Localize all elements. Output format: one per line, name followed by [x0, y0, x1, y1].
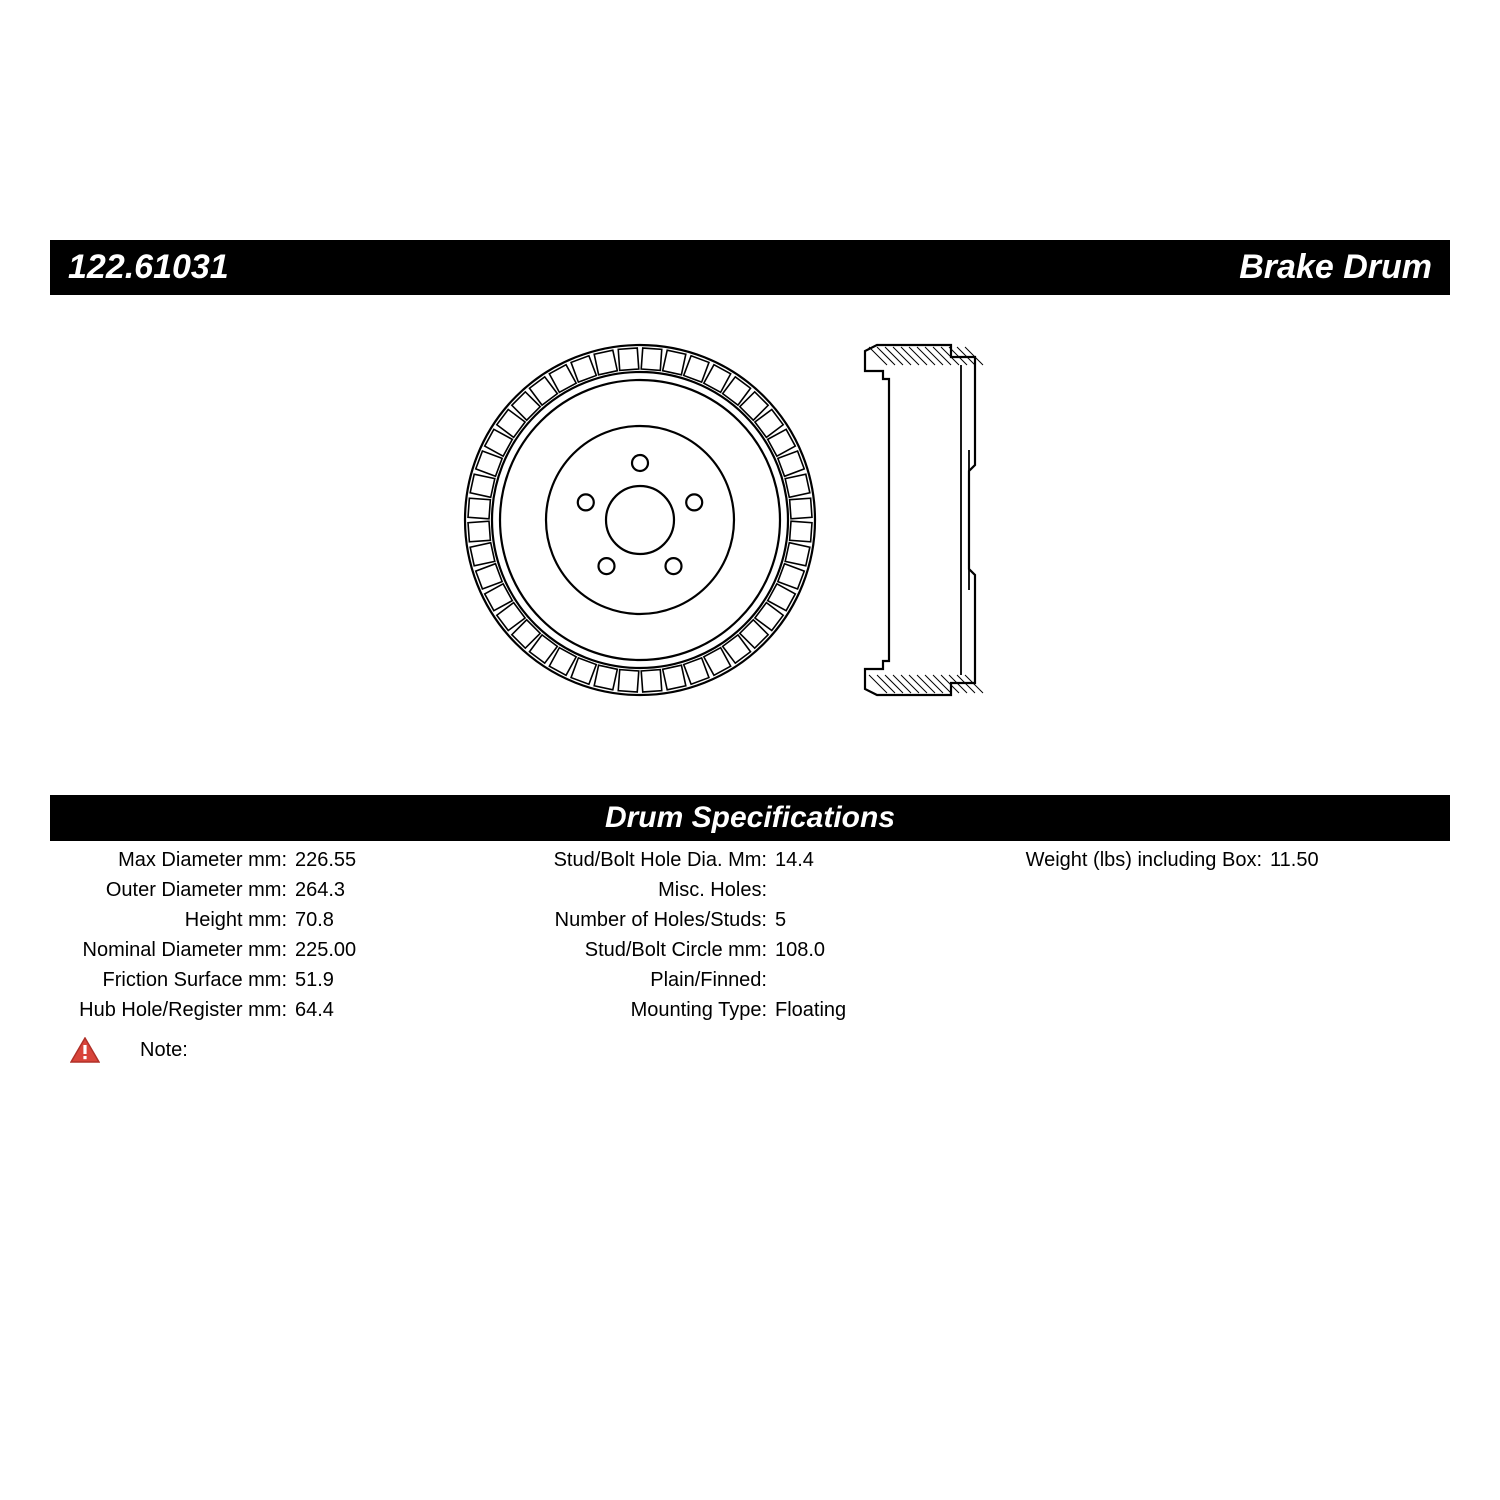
spec-label: Friction Surface mm: [50, 969, 295, 992]
spec-label: Stud/Bolt Hole Dia. Mm: [470, 849, 775, 872]
spec-label: Hub Hole/Register mm: [50, 999, 295, 1022]
spec-value: 14.4 [775, 849, 814, 872]
spec-label: Plain/Finned: [470, 969, 775, 992]
spec-value: 51.9 [295, 969, 334, 992]
spec-row: Outer Diameter mm:264.3 [50, 879, 470, 909]
part-number: 122.61031 [68, 248, 229, 287]
spec-row: Hub Hole/Register mm:64.4 [50, 999, 470, 1029]
spec-label: Height mm: [50, 909, 295, 932]
brake-drum-diagram [430, 320, 1070, 720]
spec-row: Number of Holes/Studs:5 [470, 909, 970, 939]
spec-value: 64.4 [295, 999, 334, 1022]
specs-title-bar: Drum Specifications [50, 795, 1450, 841]
spec-label: Misc. Holes: [470, 879, 775, 902]
spec-row: Weight (lbs) including Box:11.50 [970, 849, 1450, 879]
spec-label: Weight (lbs) including Box: [970, 849, 1270, 872]
specs-column-1: Max Diameter mm:226.55Outer Diameter mm:… [50, 849, 470, 1029]
spec-row: Stud/Bolt Circle mm:108.0 [470, 939, 970, 969]
spec-label: Outer Diameter mm: [50, 879, 295, 902]
spec-label: Nominal Diameter mm: [50, 939, 295, 962]
spec-row: Friction Surface mm:51.9 [50, 969, 470, 999]
spec-row: Misc. Holes: [470, 879, 970, 909]
spec-row: Mounting Type:Floating [470, 999, 970, 1029]
spec-value: 5 [775, 909, 786, 932]
spec-row: Height mm:70.8 [50, 909, 470, 939]
specs-grid: Max Diameter mm:226.55Outer Diameter mm:… [50, 841, 1450, 1029]
spec-value: 11.50 [1270, 849, 1319, 872]
spec-label: Stud/Bolt Circle mm: [470, 939, 775, 962]
spec-value: 108.0 [775, 939, 825, 962]
spec-row: Nominal Diameter mm:225.00 [50, 939, 470, 969]
spec-label: Number of Holes/Studs: [470, 909, 775, 932]
product-name: Brake Drum [1239, 248, 1432, 287]
header-bar: 122.61031 Brake Drum [50, 240, 1450, 295]
diagram-area [50, 305, 1450, 735]
spec-value: Floating [775, 999, 846, 1022]
note-row: Note: [50, 1033, 1450, 1067]
spec-row: Stud/Bolt Hole Dia. Mm:14.4 [470, 849, 970, 879]
warning-icon [70, 1037, 100, 1063]
specs-column-2: Stud/Bolt Hole Dia. Mm:14.4Misc. Holes: N… [470, 849, 970, 1029]
specs-column-3: Weight (lbs) including Box:11.50 [970, 849, 1450, 1029]
note-label: Note: [140, 1039, 188, 1062]
spec-row: Max Diameter mm:226.55 [50, 849, 470, 879]
spec-sheet: 122.61031 Brake Drum Drum Specifications… [50, 50, 1450, 1067]
spec-value: 226.55 [295, 849, 356, 872]
spec-value: 264.3 [295, 879, 345, 902]
spec-label: Max Diameter mm: [50, 849, 295, 872]
spec-label: Mounting Type: [470, 999, 775, 1022]
spec-value: 225.00 [295, 939, 356, 962]
spec-value: 70.8 [295, 909, 334, 932]
spec-row: Plain/Finned: [470, 969, 970, 999]
